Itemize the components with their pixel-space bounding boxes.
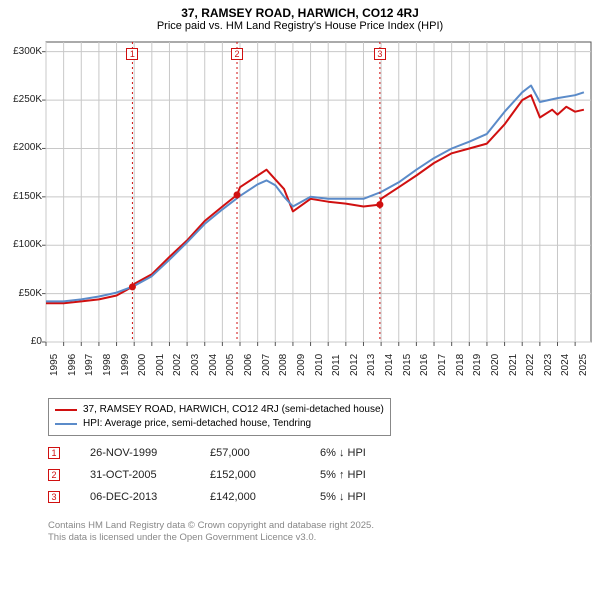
legend-swatch [55,423,77,425]
xtick-label: 1999 [120,354,131,376]
xtick-label: 2019 [472,354,483,376]
legend-item: HPI: Average price, semi-detached house,… [55,417,384,431]
xtick-label: 2013 [366,354,377,376]
xtick-label: 2004 [208,354,219,376]
event-hpi: 5% ↑ HPI [320,464,400,486]
attribution-line: This data is licensed under the Open Gov… [48,532,374,544]
legend-label: 37, RAMSEY ROAD, HARWICH, CO12 4RJ (semi… [83,403,384,417]
price-chart [0,0,600,400]
xtick-label: 2023 [543,354,554,376]
xtick-label: 2006 [243,354,254,376]
xtick-label: 2022 [525,354,536,376]
xtick-label: 1995 [49,354,60,376]
xtick-label: 1996 [67,354,78,376]
event-row-marker: 3 [48,491,60,503]
event-marker-2: 2 [231,48,243,60]
xtick-label: 2025 [578,354,589,376]
ytick-label: £100K [6,239,42,250]
xtick-label: 1997 [84,354,95,376]
event-row-marker: 1 [48,447,60,459]
legend-label: HPI: Average price, semi-detached house,… [83,417,311,431]
event-price: £142,000 [210,486,290,508]
event-marker-3: 3 [374,48,386,60]
event-row: 2 31-OCT-2005 £152,000 5% ↑ HPI [48,464,400,486]
event-row: 3 06-DEC-2013 £142,000 5% ↓ HPI [48,486,400,508]
xtick-label: 2016 [419,354,430,376]
xtick-label: 2021 [508,354,519,376]
events-table: 1 26-NOV-1999 £57,000 6% ↓ HPI 2 31-OCT-2005 £… [48,442,400,508]
attribution-line: Contains HM Land Registry data © Crown c… [48,520,374,532]
event-hpi: 6% ↓ HPI [320,442,400,464]
event-price: £57,000 [210,442,290,464]
event-row-marker: 2 [48,469,60,481]
event-date: 31-OCT-2005 [90,464,180,486]
ytick-label: £0 [6,336,42,347]
legend-item: 37, RAMSEY ROAD, HARWICH, CO12 4RJ (semi… [55,403,384,417]
legend-swatch [55,409,77,411]
ytick-label: £150K [6,191,42,202]
xtick-label: 2018 [455,354,466,376]
event-marker-1: 1 [126,48,138,60]
xtick-label: 2005 [225,354,236,376]
xtick-label: 2014 [384,354,395,376]
ytick-label: £200K [6,142,42,153]
ytick-label: £250K [6,94,42,105]
xtick-label: 1998 [102,354,113,376]
xtick-label: 2024 [560,354,571,376]
xtick-label: 2012 [349,354,360,376]
event-date: 26-NOV-1999 [90,442,180,464]
event-date: 06-DEC-2013 [90,486,180,508]
xtick-label: 2011 [331,354,342,376]
legend: 37, RAMSEY ROAD, HARWICH, CO12 4RJ (semi… [48,398,391,436]
attribution: Contains HM Land Registry data © Crown c… [48,520,374,544]
ytick-label: £300K [6,46,42,57]
xtick-label: 2009 [296,354,307,376]
ytick-label: £50K [6,288,42,299]
xtick-label: 2008 [278,354,289,376]
xtick-label: 2007 [261,354,272,376]
xtick-label: 2003 [190,354,201,376]
event-price: £152,000 [210,464,290,486]
event-row: 1 26-NOV-1999 £57,000 6% ↓ HPI [48,442,400,464]
event-hpi: 5% ↓ HPI [320,486,400,508]
xtick-label: 2002 [172,354,183,376]
xtick-label: 2015 [402,354,413,376]
xtick-label: 2000 [137,354,148,376]
xtick-label: 2020 [490,354,501,376]
xtick-label: 2017 [437,354,448,376]
xtick-label: 2001 [155,354,166,376]
xtick-label: 2010 [314,354,325,376]
